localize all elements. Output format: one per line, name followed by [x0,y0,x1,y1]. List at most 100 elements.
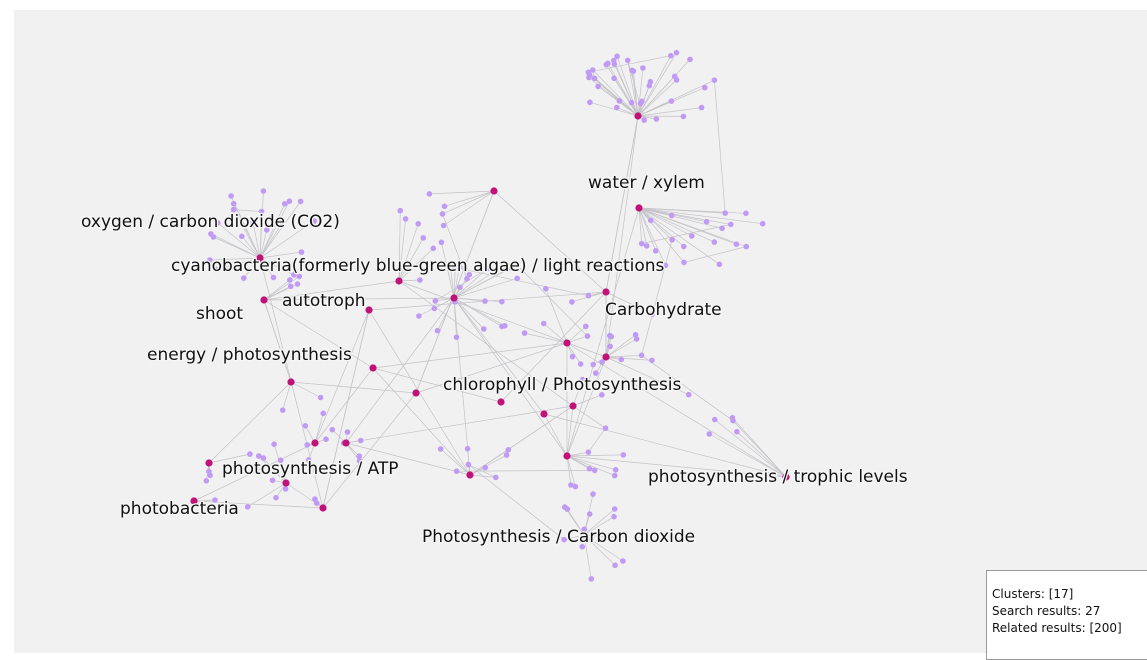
search-result-node[interactable] [635,204,642,211]
related-result-node[interactable] [722,210,728,216]
related-result-node[interactable] [241,275,247,281]
related-result-node[interactable] [669,213,675,219]
related-result-node[interactable] [398,208,404,214]
cluster-label-chlorophyll-photosynthesis[interactable]: chlorophyll / Photosynthesis [443,375,682,395]
related-result-node[interactable] [457,285,463,291]
related-result-node[interactable] [562,504,568,510]
search-result-node[interactable] [563,452,570,459]
related-result-node[interactable] [719,226,725,232]
related-result-node[interactable] [464,276,470,282]
related-result-node[interactable] [730,418,736,424]
related-result-node[interactable] [502,323,508,329]
related-result-node[interactable] [614,54,620,60]
related-result-node[interactable] [345,429,351,435]
search-result-node[interactable] [497,398,504,405]
related-result-node[interactable] [612,506,618,512]
related-result-node[interactable] [672,74,678,80]
related-result-node[interactable] [728,222,734,228]
related-result-node[interactable] [603,425,609,431]
related-result-node[interactable] [421,235,427,241]
search-result-node[interactable] [395,277,402,284]
related-result-node[interactable] [435,328,441,334]
related-result-node[interactable] [639,241,645,247]
related-result-node[interactable] [604,62,610,68]
related-result-node[interactable] [522,330,528,336]
related-result-node[interactable] [686,392,692,398]
related-result-node[interactable] [228,193,234,199]
search-result-node[interactable] [569,402,576,409]
related-result-node[interactable] [717,262,723,268]
related-result-node[interactable] [256,453,262,459]
related-result-node[interactable] [639,353,645,359]
related-result-node[interactable] [442,204,448,210]
related-result-node[interactable] [569,299,575,305]
related-result-node[interactable] [629,100,635,106]
related-result-node[interactable] [587,511,593,517]
related-result-node[interactable] [586,293,592,299]
related-result-node[interactable] [586,449,592,455]
related-result-node[interactable] [586,70,592,76]
related-result-node[interactable] [568,482,574,488]
related-result-node[interactable] [589,576,595,582]
related-result-node[interactable] [607,333,613,339]
related-result-node[interactable] [273,495,279,501]
related-result-node[interactable] [681,260,687,266]
cluster-graph-canvas[interactable]: water / xylem oxygen / carbon dioxide (C… [14,10,1147,653]
related-result-node[interactable] [247,451,253,457]
related-result-node[interactable] [506,447,512,453]
search-result-node[interactable] [450,294,457,301]
search-result-node[interactable] [369,364,376,371]
related-result-node[interactable] [440,211,446,217]
related-result-node[interactable] [689,233,695,239]
related-result-node[interactable] [669,98,675,104]
related-result-node[interactable] [592,76,598,82]
related-result-node[interactable] [504,452,510,458]
related-result-node[interactable] [760,221,766,227]
related-result-node[interactable] [295,281,301,287]
cluster-label-photosynthesis-atp[interactable]: photosynthesis / ATP [222,459,399,479]
related-result-node[interactable] [578,361,584,367]
related-result-node[interactable] [681,114,687,120]
related-result-node[interactable] [668,53,674,59]
related-result-node[interactable] [587,100,593,106]
search-result-node[interactable] [319,504,326,511]
search-result-node[interactable] [540,410,547,417]
related-result-node[interactable] [304,442,310,448]
related-result-node[interactable] [318,395,324,401]
related-result-node[interactable] [638,101,644,107]
related-result-node[interactable] [287,198,293,204]
related-result-node[interactable] [271,441,277,447]
related-result-node[interactable] [674,50,680,56]
related-result-node[interactable] [465,446,471,452]
related-result-node[interactable] [681,244,687,250]
related-result-node[interactable] [482,298,488,304]
cluster-label-photosynthesis-carbon-dioxide[interactable]: Photosynthesis / Carbon dioxide [422,527,695,547]
related-result-node[interactable] [570,354,576,360]
related-result-node[interactable] [599,359,605,365]
related-result-node[interactable] [312,496,318,502]
cluster-label-oxygen-carbon-dioxide[interactable]: oxygen / carbon dioxide (CO2) [81,212,340,232]
related-result-node[interactable] [287,277,293,283]
related-result-node[interactable] [611,514,617,520]
related-result-node[interactable] [431,246,437,252]
related-result-node[interactable] [607,344,613,350]
search-result-node[interactable] [466,471,473,478]
related-result-node[interactable] [454,468,460,474]
related-result-node[interactable] [239,234,245,240]
search-result-node[interactable] [342,439,349,446]
related-result-node[interactable] [617,98,623,104]
related-result-node[interactable] [466,462,472,468]
related-result-node[interactable] [595,84,601,90]
cluster-label-shoot[interactable]: shoot [196,304,243,324]
search-result-node[interactable] [490,187,497,194]
related-result-node[interactable] [648,79,654,85]
related-result-node[interactable] [417,277,423,283]
related-result-node[interactable] [590,491,596,497]
related-result-node[interactable] [543,286,549,292]
search-result-node[interactable] [205,459,212,466]
related-result-node[interactable] [482,465,488,471]
related-result-node[interactable] [587,466,593,472]
related-result-node[interactable] [699,105,705,111]
related-result-node[interactable] [640,65,646,71]
search-result-node[interactable] [260,296,267,303]
